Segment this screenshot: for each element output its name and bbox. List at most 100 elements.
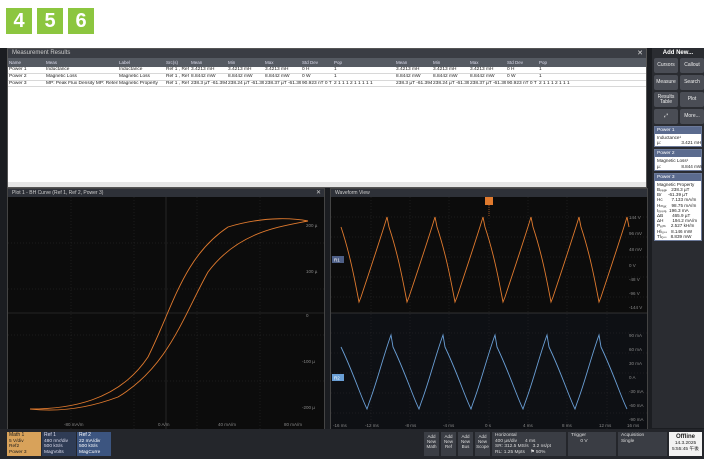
results-table-button[interactable]: Results Table — [654, 92, 678, 107]
row-label: Magnetic Loss — [119, 74, 150, 79]
power1-badge[interactable]: Power 1 Inductance¹ µ: 3.421 mH — [654, 126, 702, 148]
col-meas[interactable]: Meas — [46, 60, 58, 65]
col-mean[interactable]: Mean — [191, 60, 203, 65]
ref2-body: 22 mA/div 500 kS/s MagCurre — [79, 438, 101, 455]
acquisition-badge[interactable]: Acquisition Single — [618, 432, 667, 456]
add-new-ref-button[interactable]: Add New Ref — [441, 432, 456, 456]
row-max-2: 3.4213 mH — [470, 67, 494, 72]
col-stddev[interactable]: Std Dev — [302, 60, 319, 65]
add-new-math-button[interactable]: Add New Math — [424, 432, 439, 456]
col-pop-2[interactable]: Pop — [539, 60, 548, 65]
callout-button[interactable]: Callout — [680, 58, 704, 73]
row-mean-2: 8.8442 mW — [396, 74, 421, 79]
y-tick: -96 V — [629, 291, 640, 296]
x-tick: 40 mA/m — [218, 422, 236, 427]
row-max: 3.4213 mH — [265, 67, 289, 72]
x-tick: 8 ms — [562, 423, 573, 428]
plot-button[interactable]: Plot — [680, 92, 704, 107]
search-button[interactable]: Search — [680, 75, 704, 90]
row-mean: 3.4213 mH — [191, 67, 215, 72]
col-stddev-2[interactable]: Std Dev — [507, 60, 524, 65]
col-label[interactable]: Label — [119, 60, 131, 65]
y-tick: 144 V — [629, 215, 641, 220]
col-mean-2[interactable]: Mean — [396, 60, 408, 65]
measure-button[interactable]: Measure — [654, 75, 678, 90]
power1-badge-head: Power 1 — [655, 127, 701, 134]
row-stddev: 0 W — [302, 74, 311, 79]
status-panel[interactable]: Offline 14.3.2025 5:55:45 午後 — [669, 432, 702, 456]
row-meas: Magnetic Loss — [46, 74, 77, 79]
cursors-button[interactable]: Cursors — [654, 58, 678, 73]
col-max[interactable]: Max — [265, 60, 274, 65]
row-meas: Inductance — [46, 67, 70, 72]
col-max-2[interactable]: Max — [470, 60, 479, 65]
y-tick: -90 mA — [629, 417, 644, 422]
row-stddev-2: 0 H — [507, 67, 515, 72]
y-tick: -48 V — [629, 277, 640, 282]
date-text: 14.3.2025 — [674, 441, 697, 446]
trigger-marker-icon — [485, 197, 493, 205]
ref1-body: 480 mV/div 500 kS/s MagVolts — [44, 438, 68, 455]
bh-plot-canvas: 200 µ 100 µ 0 -100 µ -200 µ -80 mA/m 0 A… — [8, 197, 324, 429]
step-4-badge: 4 — [6, 8, 32, 34]
x-tick: -80 mA/m — [64, 422, 84, 427]
x-tick: 0 s — [485, 423, 492, 428]
horizontal-scrollbar[interactable] — [8, 182, 646, 187]
row-min: 3.4213 mH — [228, 67, 252, 72]
step-6-badge: 6 — [68, 8, 94, 34]
waveform-canvas: R1 R2 144 V 96 mV 48 mV 0 V -48 V -96 V … — [331, 197, 647, 429]
row-min-2: 3.4213 mH — [433, 67, 457, 72]
x-tick: 0 A/m — [158, 422, 170, 427]
power2-badge-body: Magnetic Loss¹ µ: 8.844 mW — [657, 158, 703, 169]
row-pop-2: 1 — [539, 74, 542, 79]
row-name: Power 1 — [9, 67, 27, 72]
row-pop: 1 — [334, 67, 337, 72]
y-tick: 100 µ — [306, 269, 318, 274]
y-tick: 90 mA — [629, 333, 642, 338]
math1-body: 5 V/div Ref2 Power 3 — [9, 438, 27, 455]
bh-curve-plot[interactable]: Plot 1 - BH Curve (Ref 1, Ref 2, Power 3… — [7, 188, 325, 430]
y-tick: 48 mV — [629, 247, 642, 252]
row-meas: MP: Peak Flux Density MP: Retentive Flux… — [46, 81, 118, 86]
ref1-marker — [332, 256, 344, 263]
oscilloscope-screen: Measurement Results ✕ Name Meas Label Sr… — [0, 48, 704, 459]
row-min: 8.8442 mW — [228, 74, 253, 79]
col-name[interactable]: Name — [9, 60, 22, 65]
table-row[interactable]: Power 1 Inductance Inductance Ref 1 , Re… — [8, 67, 646, 74]
add-new-scope-button[interactable]: Add New Scope — [475, 432, 490, 456]
ref1-head: Ref 1 — [44, 432, 56, 438]
table-row[interactable]: Power 2 Magnetic Loss Magnetic Loss Ref … — [8, 74, 646, 81]
drag-icon-button[interactable]: ⤢ — [654, 109, 678, 124]
col-min[interactable]: Min — [228, 60, 236, 65]
close-icon[interactable]: ✕ — [637, 50, 643, 57]
row-name: Power 2 — [9, 74, 27, 79]
ref1-badge[interactable]: Ref 1 480 mV/div 500 kS/s MagVolts — [42, 432, 76, 456]
trigger-badge[interactable]: Trigger 0 V — [568, 432, 616, 456]
row-max: 8.8442 mW — [265, 74, 290, 79]
power3-badge[interactable]: Power 3 Magnetic Property Bₚₑₐₖ 238.3 µT… — [654, 172, 702, 242]
waveform-title: Waveform View — [335, 190, 370, 196]
bh-plot-title: Plot 1 - BH Curve (Ref 1, Ref 2, Power 3… — [12, 190, 104, 196]
measurement-results-window: Measurement Results ✕ Name Meas Label Sr… — [7, 48, 647, 188]
step-5-badge: 5 — [37, 8, 63, 34]
power2-badge[interactable]: Power 2 Magnetic Loss¹ µ: 8.844 mW — [654, 149, 703, 171]
y-tick: 30 mA — [629, 361, 642, 366]
table-row[interactable]: Power 3 MP: Peak Flux Density MP: Retent… — [8, 81, 646, 88]
row-pop: 2 1 1 1 2 1 1 1 1 1 — [334, 81, 373, 86]
results-header-row: Name Meas Label Src(s) Mean Min Max Std … — [8, 58, 646, 67]
row-mean-2: 238.3 µT -61.394 µT 7.1320 mA/m 98.75 mA… — [396, 81, 432, 86]
col-src[interactable]: Src(s) — [166, 60, 178, 65]
close-icon[interactable]: ✕ — [315, 190, 321, 196]
ref2-label: R2 — [334, 376, 340, 381]
add-new-bus-button[interactable]: Add New Bus — [458, 432, 473, 456]
row-max-2: 238.37 µT -61.394 µT 7.1320 mA/m 98.75 m… — [470, 81, 506, 86]
col-min-2[interactable]: Min — [433, 60, 441, 65]
row-pop: 1 — [334, 74, 337, 79]
ref2-badge[interactable]: Ref 2 22 mA/div 500 kS/s MagCurre — [77, 432, 111, 456]
ref1-voltage-trace — [340, 216, 630, 304]
col-pop[interactable]: Pop — [334, 60, 343, 65]
waveform-view[interactable]: Waveform View — [330, 188, 648, 430]
horizontal-badge[interactable]: Horizontal 400 µs/div 4 ms SR: 312.5 MS/… — [492, 432, 566, 456]
more-button[interactable]: More... — [680, 109, 704, 124]
